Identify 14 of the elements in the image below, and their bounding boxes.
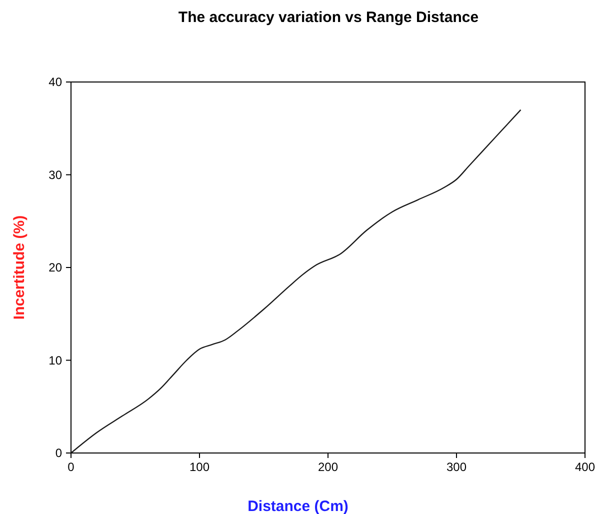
x-tick-label: 0 <box>68 460 75 474</box>
x-axis-title: Distance (Cm) <box>248 498 348 514</box>
x-tick-label: 200 <box>318 460 338 474</box>
line-series <box>70 109 522 454</box>
y-tick-label: 40 <box>48 75 62 89</box>
x-tick-label: 300 <box>446 460 467 474</box>
x-tick-label: 100 <box>189 460 210 474</box>
y-axis-title: Incertitude (%) <box>11 215 28 320</box>
chart-title: The accuracy variation vs Range Distance <box>178 9 479 26</box>
y-tick-label: 20 <box>48 260 62 274</box>
x-tick-label: 400 <box>574 460 596 474</box>
y-tick-label: 30 <box>48 168 62 182</box>
y-tick-label: 10 <box>48 353 62 368</box>
y-tick-label: 0 <box>55 446 62 460</box>
